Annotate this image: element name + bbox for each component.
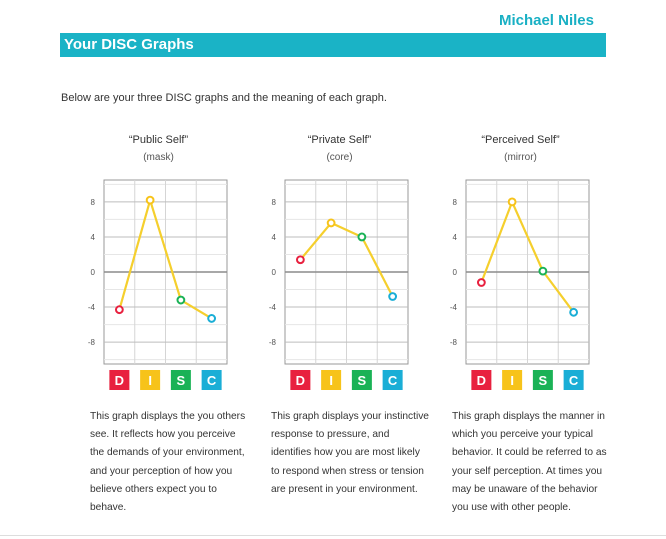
y-tick-label: 8 [453,198,458,207]
disc-graph: 8 4 0 -4 -8 D I S C [88,179,228,390]
data-point-s [357,232,367,242]
category-label-d: D [296,373,305,388]
data-point-c [569,307,579,317]
chart-perceived-self: “Perceived Self” (mirror) 8 4 0 -4 -8 D I S C Th… [433,130,608,530]
y-tick-label: -4 [88,303,96,312]
category-box-s [532,370,553,390]
category-box-c [563,370,584,390]
data-point-s [176,295,186,305]
category-box-s [351,370,372,390]
category-label-i: I [148,373,152,388]
y-tick-label: 0 [453,268,458,277]
y-tick-label: 4 [91,233,96,242]
category-label-c: C [569,373,579,388]
category-label-c: C [388,373,398,388]
chart-description: This graph displays your instinctive res… [271,411,429,495]
category-box-d [109,370,130,390]
category-box-s [170,370,191,390]
y-tick-label: 8 [272,198,277,207]
data-point-d [295,255,305,265]
category-box-d [471,370,492,390]
chart-title: “Public Self” [128,134,189,146]
section-banner: Your DISC Graphs [60,33,606,57]
category-box-d [290,370,311,390]
data-point-c [207,314,217,323]
y-tick-label: -8 [269,338,277,347]
chart-subtitle: (core) [326,152,353,163]
chart-subtitle: (mirror) [504,152,537,163]
y-tick-label: 0 [272,268,277,277]
category-label-s: S [358,373,367,388]
chart-description: This graph displays the you others see. … [90,411,246,514]
y-tick-label: 4 [272,233,277,242]
y-tick-label: -4 [450,303,458,312]
category-label-i: I [510,373,514,388]
y-tick-label: -8 [450,338,458,347]
y-tick-label: 4 [453,233,458,242]
data-point-i [326,218,336,228]
user-name: Michael Niles [498,12,594,29]
category-label-i: I [329,373,333,388]
category-box-i [502,370,523,390]
y-tick-label: -8 [88,338,96,347]
data-point-d [114,305,124,315]
category-label-d: D [477,373,486,388]
intro-text: Below are your three DISC graphs and the… [61,92,387,104]
chart-subtitle: (mask) [143,152,174,163]
category-box-i [321,370,342,390]
section-title: Your DISC Graphs [64,36,194,53]
category-label-s: S [177,373,186,388]
data-point-i [507,197,517,207]
y-tick-label: 0 [91,268,96,277]
disc-graph: 8 4 0 -4 -8 D I S C [269,179,409,390]
chart-title: “Private Self” [307,134,372,146]
disc-graph: 8 4 0 -4 -8 D I S C [450,179,590,390]
data-point-i [145,195,155,205]
chart-title: “Perceived Self” [481,134,560,146]
chart-public-self: “Public Self” (mask) 8 4 0 -4 -8 D I S C This gr… [71,130,246,530]
chart-private-self: “Private Self” (core) 8 4 0 -4 -8 D I S C This g… [252,130,429,530]
series-line [480,200,575,313]
category-label-s: S [539,373,548,388]
data-point-c [388,292,398,301]
data-point-s [538,266,548,276]
category-label-d: D [115,373,124,388]
chart-description: This graph displays the manner in which … [452,411,607,514]
category-label-c: C [207,373,217,388]
category-box-c [382,370,403,390]
y-tick-label: -4 [269,303,277,312]
series-line [118,199,213,320]
series-line [299,221,394,298]
data-point-d [476,278,486,287]
footer-divider [0,535,666,536]
category-box-i [140,370,161,390]
y-tick-label: 8 [91,198,96,207]
category-box-c [201,370,222,390]
